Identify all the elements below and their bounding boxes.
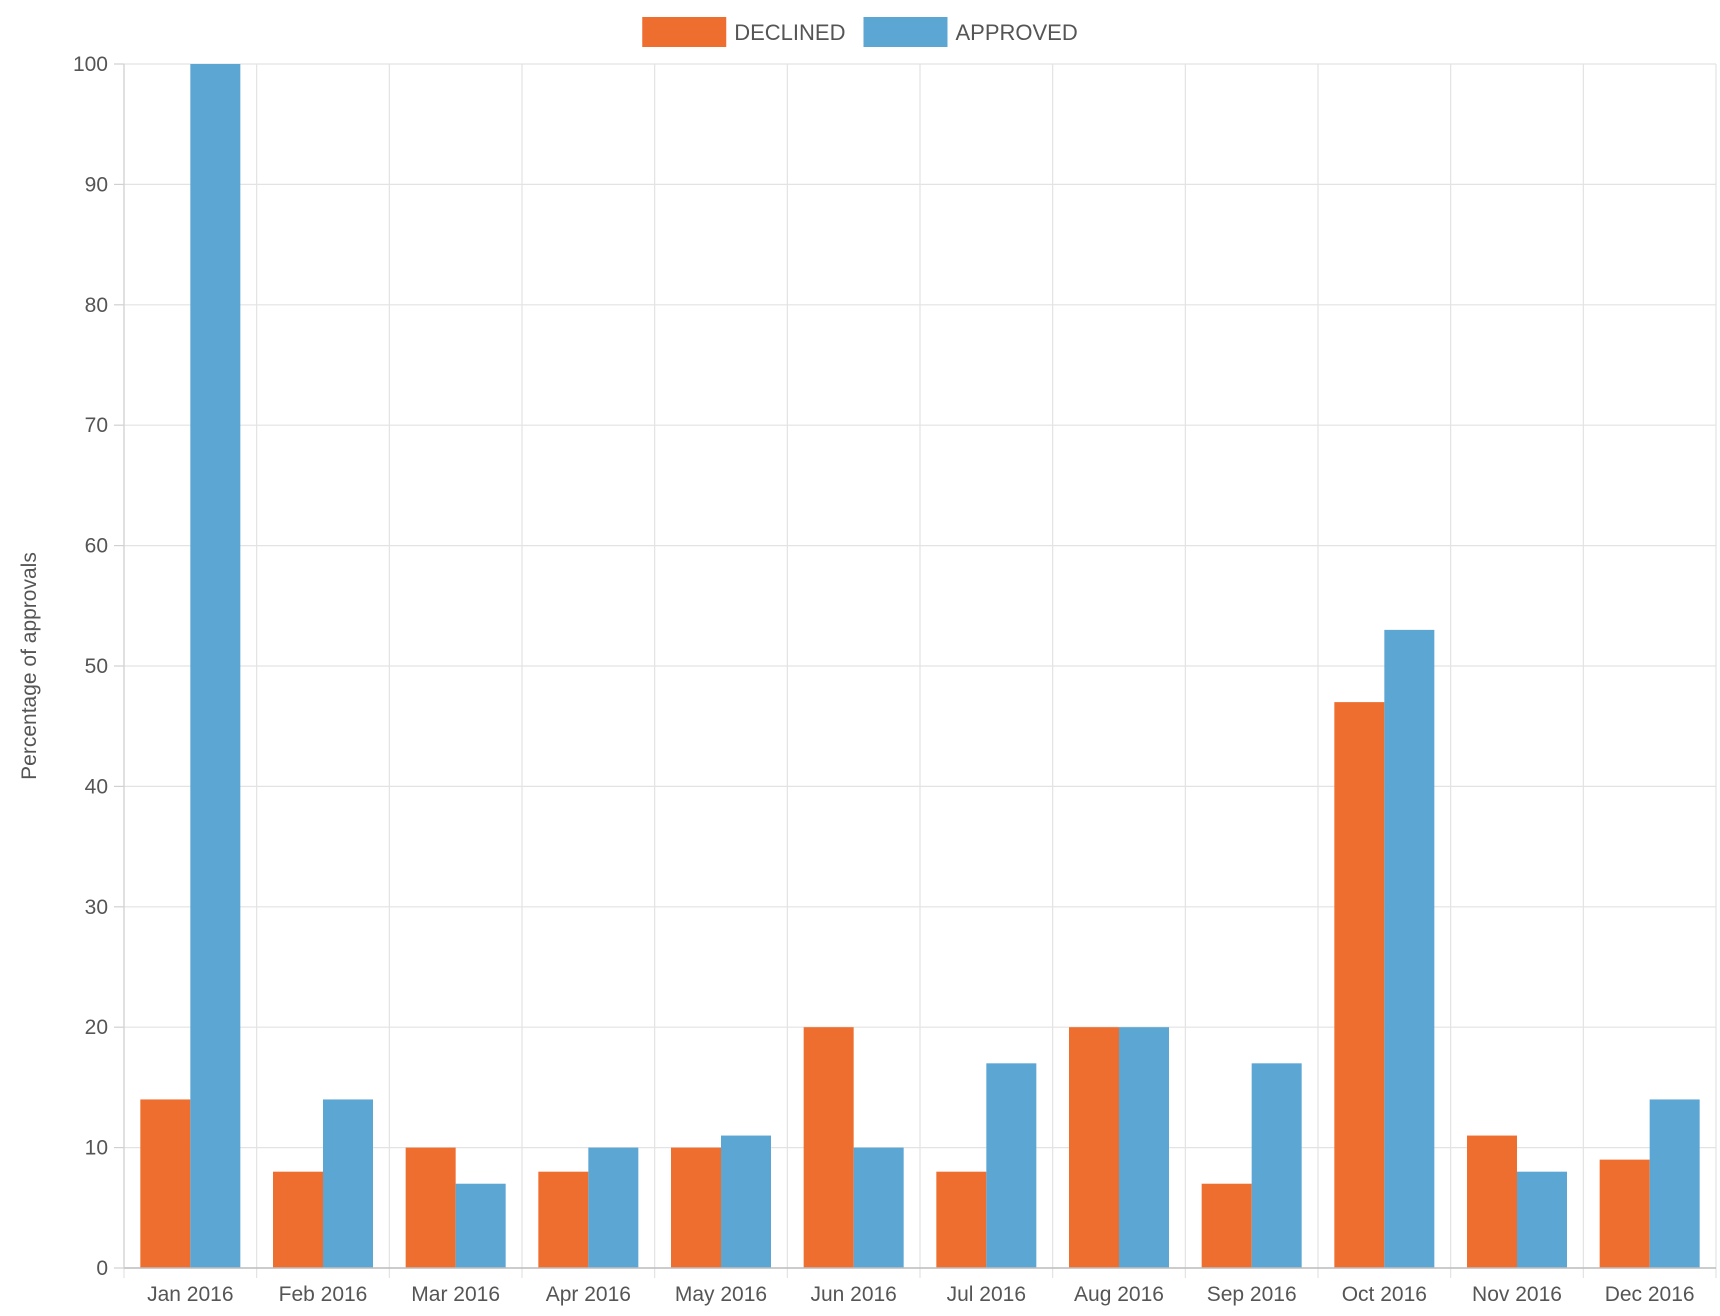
y-tick-label: 100 [73, 53, 108, 76]
bars [140, 64, 1700, 1268]
x-tick-label: Jul 2016 [947, 1283, 1026, 1306]
x-tick-label: Mar 2016 [411, 1283, 500, 1306]
bar-approved-aug-2016[interactable] [1119, 1027, 1169, 1268]
bar-declined-aug-2016[interactable] [1069, 1027, 1119, 1268]
legend-swatch-approved[interactable] [863, 17, 948, 47]
y-tick-label: 50 [85, 655, 108, 678]
x-tick-label: Sep 2016 [1207, 1283, 1297, 1306]
bar-declined-apr-2016[interactable] [538, 1171, 589, 1268]
legend: DECLINED APPROVED [642, 17, 1078, 47]
x-tick-label: Jan 2016 [147, 1283, 233, 1306]
x-tick-label: Aug 2016 [1074, 1283, 1164, 1306]
bar-declined-mar-2016[interactable] [405, 1147, 456, 1268]
bar-approved-oct-2016[interactable] [1384, 629, 1435, 1268]
bar-approved-sep-2016[interactable] [1251, 1063, 1302, 1268]
legend-swatch-declined[interactable] [642, 17, 727, 47]
bar-approved-jan-2016[interactable] [190, 64, 241, 1268]
y-tick-label: 80 [85, 294, 108, 317]
bar-declined-sep-2016[interactable] [1201, 1183, 1252, 1268]
bar-approved-feb-2016[interactable] [323, 1099, 373, 1268]
y-axis-title: Percentage of approvals [18, 552, 41, 780]
axes [114, 63, 1716, 1269]
y-tick-label: 60 [85, 535, 108, 558]
bar-approved-dec-2016[interactable] [1649, 1099, 1700, 1268]
bar-approved-may-2016[interactable] [721, 1135, 771, 1268]
bar-declined-jan-2016[interactable] [140, 1099, 191, 1268]
x-tick-label: Jun 2016 [810, 1283, 896, 1306]
x-tick-label: Oct 2016 [1342, 1283, 1427, 1306]
bar-declined-jul-2016[interactable] [936, 1171, 987, 1268]
x-tick-label: Apr 2016 [546, 1283, 631, 1306]
y-tick-label: 70 [85, 414, 108, 437]
legend-label-declined: DECLINED [734, 20, 845, 45]
bar-approved-jun-2016[interactable] [853, 1147, 904, 1268]
y-tick-label: 30 [85, 896, 108, 919]
x-tick-label: May 2016 [675, 1283, 767, 1306]
bar-approved-nov-2016[interactable] [1517, 1171, 1567, 1268]
legend-label-approved: APPROVED [955, 20, 1077, 45]
y-tick-label: 90 [85, 173, 108, 196]
x-tick-label: Nov 2016 [1472, 1283, 1562, 1306]
y-tick-label: 10 [85, 1137, 108, 1160]
x-tick-labels: Jan 2016 Feb 2016 Mar 2016 Apr 2016 May 2016… [147, 1283, 1694, 1306]
bar-declined-oct-2016[interactable] [1334, 702, 1385, 1268]
bar-declined-may-2016[interactable] [671, 1147, 721, 1268]
y-tick-label: 20 [85, 1016, 108, 1039]
gridlines [123, 63, 1717, 1278]
y-tick-labels: 0 10 20 30 40 50 60 70 80 90 100 [73, 53, 108, 1280]
bar-declined-jun-2016[interactable] [803, 1027, 854, 1268]
bar-approved-apr-2016[interactable] [588, 1147, 639, 1268]
bar-declined-feb-2016[interactable] [273, 1171, 323, 1268]
bar-declined-dec-2016[interactable] [1599, 1159, 1650, 1268]
bar-declined-nov-2016[interactable] [1467, 1135, 1517, 1268]
y-tick-label: 40 [85, 775, 108, 798]
bar-approved-jul-2016[interactable] [986, 1063, 1037, 1268]
x-tick-label: Dec 2016 [1605, 1283, 1695, 1306]
x-tick-label: Feb 2016 [279, 1283, 368, 1306]
bar-approved-mar-2016[interactable] [455, 1183, 506, 1268]
y-tick-label: 0 [96, 1257, 108, 1280]
